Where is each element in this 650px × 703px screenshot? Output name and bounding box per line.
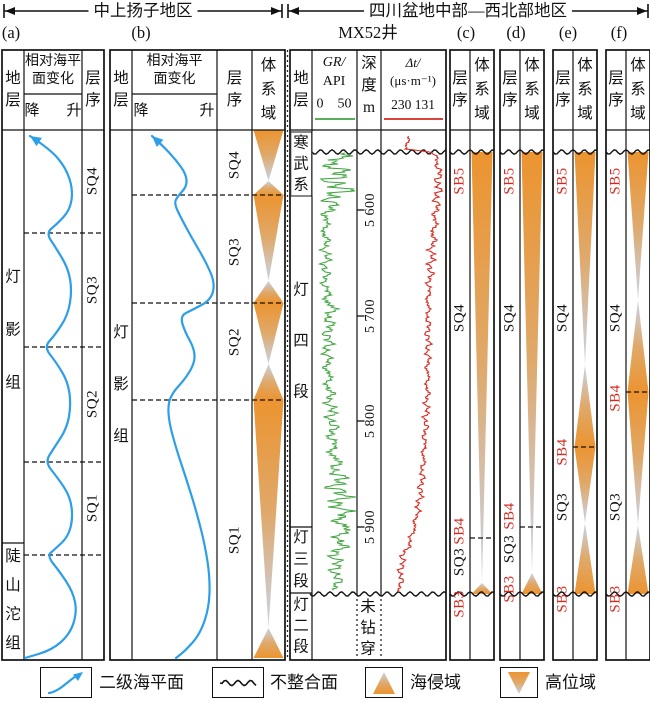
legend-label-0: 二级海平面 bbox=[99, 673, 184, 692]
well-name: MX52井 bbox=[338, 23, 398, 42]
legend-swatch-unconformity bbox=[212, 667, 264, 698]
panel-label-b: (b) bbox=[131, 23, 151, 42]
legend-label-3: 高位域 bbox=[545, 673, 596, 692]
panel-label-d: (d) bbox=[506, 23, 526, 42]
panel-label-e: (e) bbox=[558, 23, 578, 42]
legend-label-1: 不整合面 bbox=[270, 673, 338, 692]
legend-swatch-transgressive-tract bbox=[365, 667, 403, 698]
legend-swatch-sea-level-curve bbox=[40, 667, 92, 698]
transgressive-tract-icon bbox=[373, 671, 395, 694]
panel-label-a: (a) bbox=[1, 23, 21, 42]
panel-label-c: (c) bbox=[456, 23, 476, 42]
highstand-tract-icon bbox=[508, 671, 530, 694]
legend-label-2: 海侵域 bbox=[410, 673, 461, 692]
unconformity-icon bbox=[219, 678, 257, 687]
legend-swatch-highstand-tract bbox=[500, 667, 538, 698]
panel-label-f: (f) bbox=[610, 23, 628, 42]
sea-level-curve-icon bbox=[47, 671, 83, 694]
